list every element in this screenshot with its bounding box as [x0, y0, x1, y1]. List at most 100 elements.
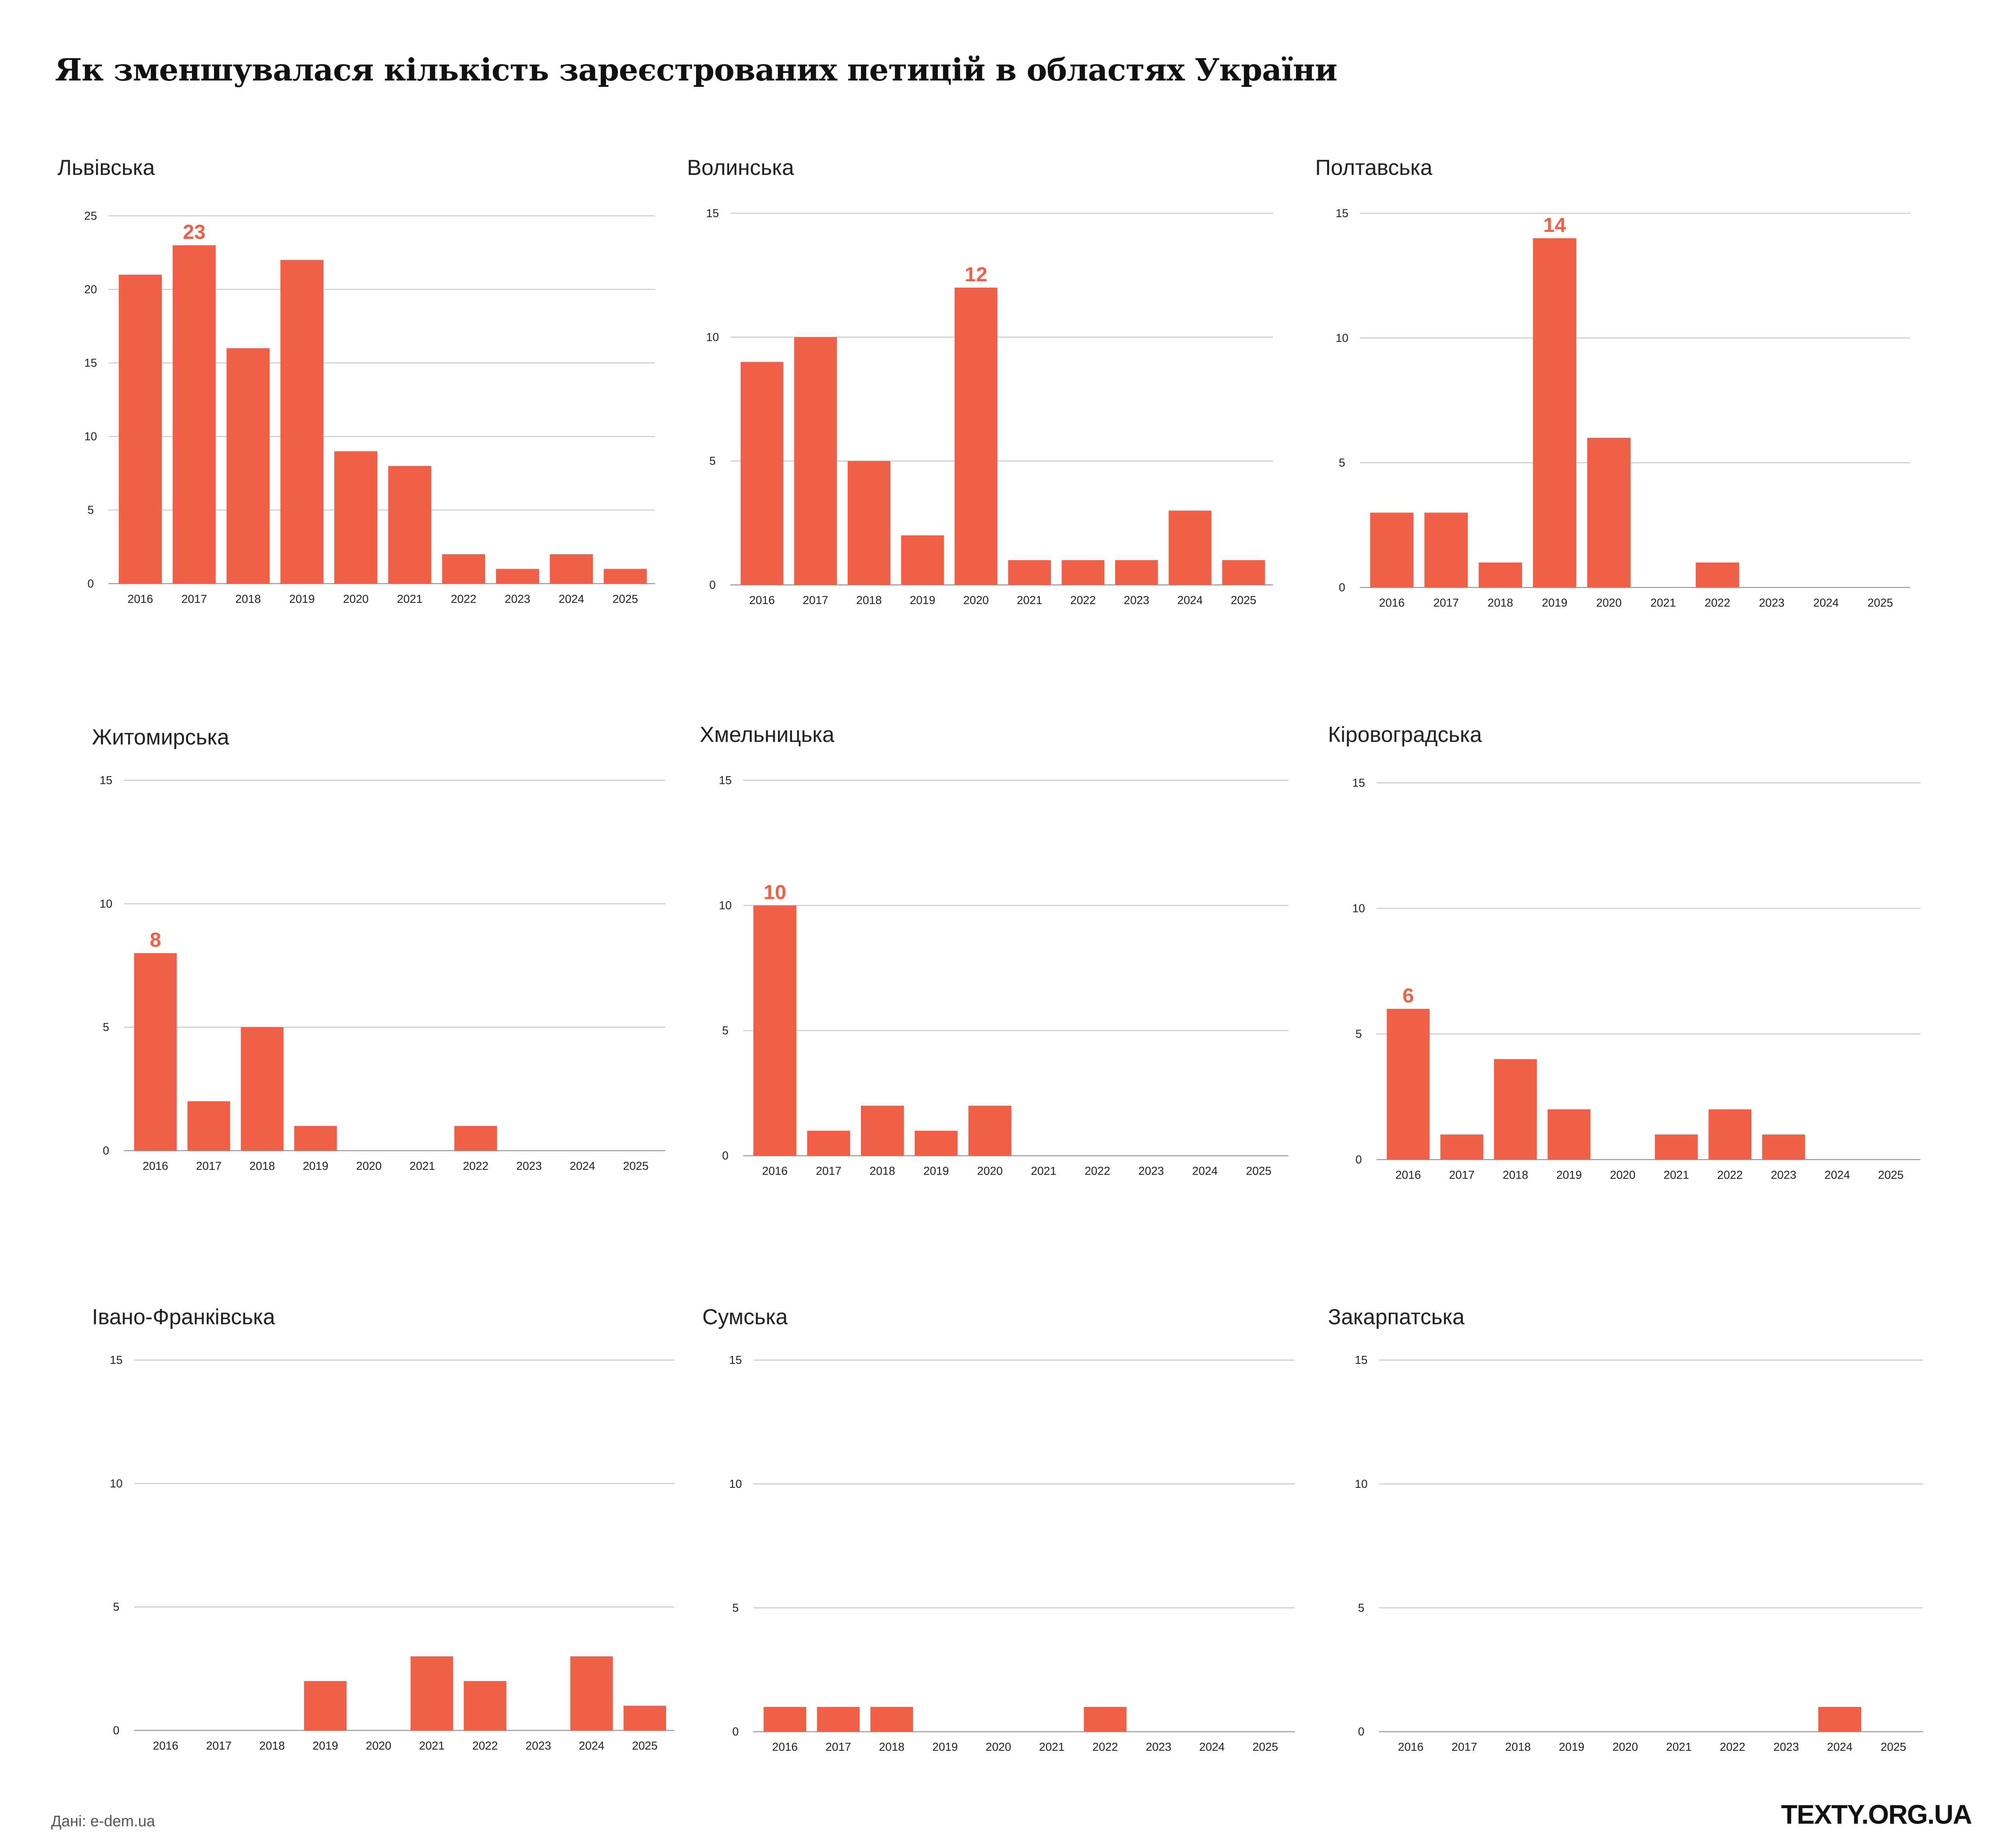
bar-2016 [1386, 1009, 1430, 1160]
bar-2022 [1061, 560, 1105, 585]
y-tick-label: 0 [1358, 1726, 1365, 1738]
x-tick-label: 2019 [910, 594, 935, 607]
y-tick-label: 5 [1358, 1602, 1365, 1615]
y-tick-label: 10 [84, 430, 97, 443]
y-tick-label: 15 [729, 1354, 742, 1367]
bar-2022 [464, 1681, 507, 1730]
y-tick-label: 10 [1355, 1478, 1368, 1491]
x-tick-label: 2020 [963, 594, 989, 607]
x-tick-label: 2021 [1651, 596, 1676, 609]
bar-2018 [226, 348, 270, 584]
bar-2018 [241, 1027, 284, 1151]
bar-2019 [1547, 1109, 1591, 1160]
x-tick-label: 2019 [313, 1740, 338, 1752]
x-tick-label: 2016 [153, 1740, 178, 1752]
x-tick-label: 2018 [1505, 1741, 1531, 1754]
x-tick-label: 2020 [1610, 1169, 1635, 1181]
x-tick-label: 2016 [762, 1165, 788, 1178]
y-tick-label: 10 [1352, 902, 1365, 915]
panel-title: Сумська [702, 1305, 788, 1330]
x-tick-label: 2016 [1396, 1169, 1421, 1181]
y-tick-label: 0 [722, 1150, 728, 1162]
x-tick-label: 2017 [1449, 1169, 1474, 1181]
data-label: 8 [150, 928, 161, 951]
y-tick-label: 0 [1339, 581, 1345, 594]
bar-2019 [294, 1126, 337, 1151]
x-tick-label: 2017 [825, 1741, 851, 1754]
bar-2018 [870, 1707, 913, 1732]
x-tick-label: 2018 [870, 1165, 895, 1178]
x-tick-label: 2024 [570, 1160, 595, 1173]
x-tick-label: 2022 [1070, 594, 1096, 607]
bar-2025 [1222, 560, 1265, 585]
x-tick-label: 2019 [932, 1741, 958, 1754]
x-tick-label: 2018 [259, 1740, 285, 1752]
x-tick-label: 2020 [986, 1741, 1011, 1754]
panel-title: Закарпатська [1328, 1305, 1465, 1330]
bar-2019 [280, 260, 324, 584]
data-label: 23 [183, 220, 206, 243]
y-tick-label: 15 [719, 774, 731, 787]
data-label: 6 [1402, 984, 1414, 1007]
bar-2019 [914, 1130, 958, 1156]
x-tick-label: 2020 [977, 1165, 1003, 1178]
bar-2024 [1169, 510, 1212, 585]
data-label: 10 [763, 881, 786, 903]
x-tick-label: 2021 [1664, 1169, 1689, 1181]
bar-2019 [901, 535, 944, 585]
x-tick-label: 2021 [1031, 1165, 1057, 1178]
bar-2016 [134, 953, 177, 1151]
bar-2021 [1655, 1134, 1698, 1160]
bar-2023 [1115, 560, 1158, 585]
x-tick-label: 2019 [289, 593, 315, 606]
y-tick-label: 25 [84, 210, 97, 222]
x-tick-label: 2021 [1017, 594, 1042, 607]
panel-title: Волинська [687, 156, 794, 180]
x-tick-label: 2025 [1867, 596, 1893, 609]
x-tick-label: 2022 [1085, 1165, 1110, 1178]
data-label: 14 [1543, 214, 1567, 236]
bar-2023 [496, 569, 539, 584]
x-tick-label: 2017 [816, 1165, 841, 1178]
x-tick-label: 2023 [1771, 1169, 1796, 1181]
bar-2016 [119, 275, 162, 584]
panel-title: Житомирська [92, 725, 229, 750]
bar-2021 [388, 466, 431, 584]
bar-2016 [763, 1707, 806, 1732]
x-tick-label: 2022 [472, 1740, 498, 1752]
x-tick-label: 2021 [397, 593, 422, 606]
bar-2020 [968, 1105, 1012, 1156]
y-tick-label: 10 [110, 1477, 123, 1490]
x-tick-label: 2025 [1253, 1741, 1278, 1754]
bar-2022 [1708, 1109, 1752, 1160]
y-tick-label: 20 [84, 283, 97, 296]
x-tick-label: 2023 [1146, 1741, 1171, 1754]
bar-2024 [1818, 1707, 1861, 1732]
x-tick-label: 2025 [1878, 1169, 1904, 1181]
y-tick-label: 0 [732, 1726, 739, 1738]
bar-2021 [1008, 560, 1051, 585]
x-tick-label: 2018 [1503, 1169, 1528, 1181]
y-tick-label: 15 [706, 207, 719, 220]
bar-2025 [604, 569, 647, 584]
y-tick-label: 0 [709, 579, 716, 592]
x-tick-label: 2017 [1452, 1741, 1477, 1754]
x-tick-label: 2020 [356, 1160, 382, 1173]
bar-2017 [187, 1101, 230, 1151]
x-tick-label: 2016 [749, 594, 775, 607]
x-tick-label: 2019 [923, 1165, 949, 1178]
x-tick-label: 2021 [1666, 1741, 1692, 1754]
y-tick-label: 5 [88, 504, 94, 517]
y-tick-label: 0 [88, 577, 94, 590]
x-tick-label: 2016 [143, 1160, 168, 1173]
x-tick-label: 2020 [343, 593, 369, 606]
panel-title: Полтавська [1315, 156, 1433, 180]
